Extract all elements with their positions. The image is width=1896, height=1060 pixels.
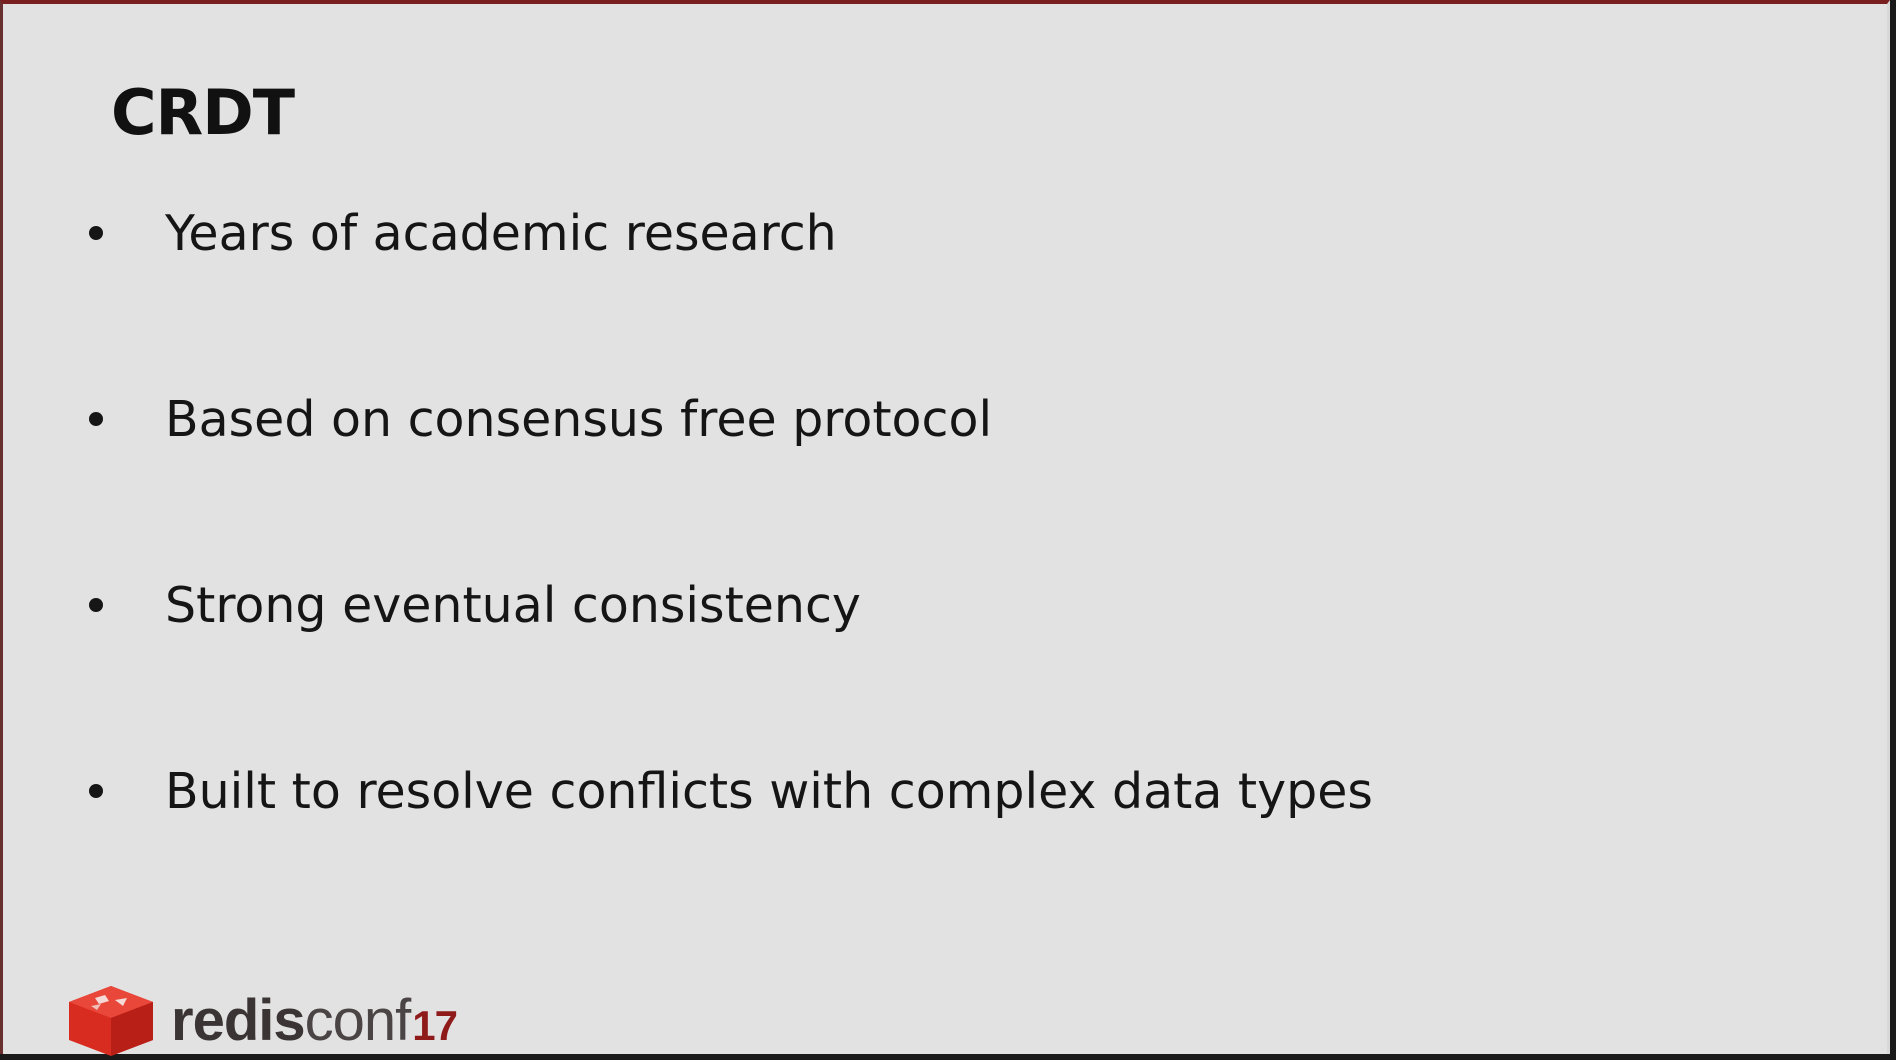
logo-text-year: 17 <box>412 1002 458 1049</box>
redis-cube-icon <box>69 986 153 1056</box>
bullet-item: Years of academic research <box>89 204 1373 390</box>
slide-title: CRDT <box>111 76 295 149</box>
bullet-dot-icon <box>89 226 103 240</box>
bullet-dot-icon <box>89 412 103 426</box>
bullet-text: Years of academic research <box>165 205 837 262</box>
bullet-text: Based on consensus free protocol <box>165 391 993 448</box>
bullet-item: Based on consensus free protocol <box>89 390 1373 576</box>
bullet-item: Strong eventual consistency <box>89 576 1373 762</box>
bullet-text: Built to resolve conflicts with complex … <box>165 763 1373 820</box>
bullet-item: Built to resolve conflicts with complex … <box>89 762 1373 948</box>
redisconf-logo: redis conf 17 <box>65 982 458 1060</box>
bullet-dot-icon <box>89 784 103 798</box>
bullet-text: Strong eventual consistency <box>165 577 861 634</box>
bullet-dot-icon <box>89 598 103 612</box>
logo-text-redis: redis <box>171 988 306 1053</box>
logo-wordmark: redis conf 17 <box>171 988 458 1053</box>
bullet-list: Years of academic research Based on cons… <box>89 204 1373 948</box>
logo-text-conf: conf <box>304 988 412 1053</box>
